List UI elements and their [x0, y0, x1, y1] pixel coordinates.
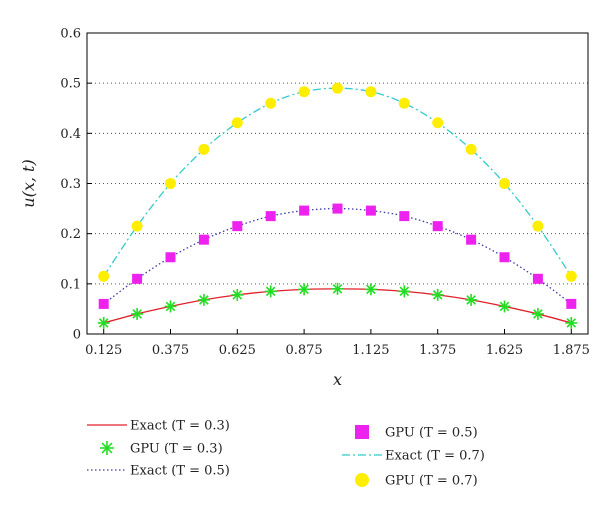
legend-item: GPU (T = 0.5)	[355, 425, 478, 441]
data-point	[331, 282, 344, 295]
data-point	[499, 252, 510, 263]
data-point	[431, 288, 444, 301]
series-1	[97, 282, 578, 329]
x-tick-label: 1.125	[352, 343, 389, 358]
data-point	[164, 300, 177, 313]
data-point	[265, 97, 277, 109]
series-3	[98, 203, 577, 309]
data-point	[498, 300, 511, 313]
legend-label: GPU (T = 0.7)	[385, 474, 478, 489]
data-point	[365, 86, 377, 98]
legend-swatch	[100, 441, 114, 455]
data-point	[532, 273, 543, 284]
data-point	[98, 298, 109, 309]
x-tick-label: 0.375	[152, 343, 189, 358]
x-tick-label: 1.875	[553, 343, 590, 358]
data-point	[332, 82, 343, 94]
x-tick-label: 0.875	[285, 343, 322, 358]
y-tick-label: 0	[73, 328, 81, 343]
series-4	[103, 87, 572, 277]
series-line	[103, 87, 572, 277]
data-point	[198, 234, 209, 245]
x-tick-label: 1.625	[486, 343, 523, 358]
data-point	[466, 234, 477, 245]
data-point	[332, 203, 343, 214]
data-point	[432, 117, 444, 129]
data-point	[197, 293, 210, 306]
data-point	[398, 285, 411, 298]
data-point	[364, 283, 377, 296]
series-line	[103, 207, 572, 305]
data-point	[365, 205, 376, 216]
y-axis-label: u(x, t)	[19, 159, 38, 207]
legend-item: GPU (T = 0.7)	[355, 473, 478, 489]
x-tick-label: 0.125	[85, 343, 122, 358]
legend-item: GPU (T = 0.3)	[100, 441, 223, 457]
data-point	[565, 316, 578, 329]
legend-swatch	[355, 425, 369, 439]
legend-label: Exact (T = 0.3)	[130, 419, 230, 434]
data-point	[97, 316, 110, 329]
legend-label: GPU (T = 0.5)	[385, 426, 478, 441]
data-point	[532, 220, 544, 232]
data-point	[231, 117, 243, 129]
data-point	[131, 220, 143, 232]
data-point	[531, 307, 544, 320]
axes: 0 0.1 0.2 0.3 0.4 0.5 0.6 0.125 0.375 0.625 0.875 1…	[60, 27, 590, 359]
series-2	[103, 207, 572, 305]
data-point	[298, 283, 311, 296]
data-point	[465, 293, 478, 306]
y-tick-label: 0.5	[60, 77, 81, 92]
legend-item: Exact (T = 0.5)	[87, 464, 230, 479]
y-tick-label: 0.4	[60, 127, 81, 142]
legend-item: Exact (T = 0.7)	[342, 449, 485, 464]
series-5	[98, 82, 577, 282]
legend: Exact (T = 0.3) GPU (T = 0.3) Exact (T = 0…	[87, 419, 485, 489]
y-tick-label: 0.3	[60, 177, 81, 192]
data-point	[165, 178, 176, 189]
x-tick-label: 1.375	[419, 343, 456, 358]
grid-lines	[87, 82, 588, 285]
data-point	[465, 143, 477, 155]
legend-swatch	[355, 473, 369, 487]
y-tick-label: 0.1	[60, 277, 81, 292]
data-point	[298, 86, 310, 98]
y-tick-label: 0.6	[60, 27, 81, 42]
x-tick-label: 0.625	[219, 343, 256, 358]
data-point	[265, 211, 276, 222]
series-layer	[97, 82, 578, 329]
y-tick-label: 0.2	[60, 227, 81, 242]
data-point	[98, 270, 110, 282]
data-point	[198, 143, 210, 155]
data-point	[165, 252, 176, 263]
data-point	[132, 273, 143, 284]
data-point	[232, 221, 243, 232]
data-point	[432, 221, 443, 232]
data-point	[566, 298, 577, 309]
data-point	[565, 270, 577, 282]
x-axis-label: x	[333, 370, 342, 389]
data-point	[131, 307, 144, 320]
legend-label: GPU (T = 0.3)	[130, 442, 223, 457]
legend-label: Exact (T = 0.5)	[130, 464, 230, 479]
legend-item: Exact (T = 0.3)	[87, 419, 230, 434]
legend-label: Exact (T = 0.7)	[385, 449, 485, 464]
data-point	[398, 97, 410, 109]
data-point	[299, 205, 310, 216]
data-point	[264, 285, 277, 298]
data-point	[499, 178, 510, 189]
data-point	[231, 288, 244, 301]
data-point	[399, 211, 410, 222]
